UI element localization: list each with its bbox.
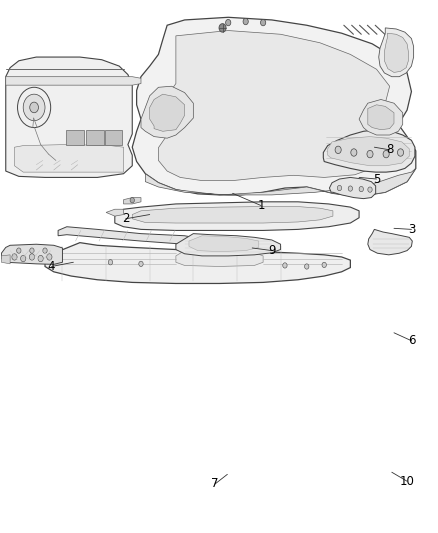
Circle shape	[130, 198, 134, 203]
Circle shape	[366, 150, 372, 158]
Text: 7: 7	[211, 478, 219, 490]
Text: 8: 8	[385, 143, 392, 156]
Circle shape	[219, 23, 226, 32]
Circle shape	[334, 146, 340, 154]
Bar	[86, 130, 104, 144]
Polygon shape	[327, 136, 408, 166]
Text: 5: 5	[372, 173, 379, 185]
Text: 10: 10	[399, 475, 413, 488]
Circle shape	[47, 254, 52, 260]
Polygon shape	[123, 198, 141, 204]
Polygon shape	[176, 233, 280, 256]
Polygon shape	[45, 243, 350, 284]
Circle shape	[282, 263, 286, 268]
Polygon shape	[14, 144, 123, 172]
Polygon shape	[149, 94, 184, 131]
Circle shape	[382, 150, 389, 158]
Circle shape	[108, 260, 113, 265]
Bar	[66, 130, 84, 144]
Polygon shape	[378, 28, 413, 77]
Circle shape	[30, 102, 39, 113]
Text: 1: 1	[257, 199, 264, 212]
Polygon shape	[1, 244, 62, 264]
Polygon shape	[6, 57, 132, 177]
Text: 2: 2	[122, 212, 129, 225]
Polygon shape	[132, 207, 332, 223]
Polygon shape	[384, 33, 407, 72]
Circle shape	[17, 248, 21, 253]
Polygon shape	[328, 177, 375, 199]
Circle shape	[43, 248, 47, 253]
Polygon shape	[176, 251, 262, 266]
Polygon shape	[115, 202, 358, 230]
Circle shape	[396, 149, 403, 156]
Polygon shape	[367, 229, 411, 255]
Circle shape	[336, 185, 341, 191]
Circle shape	[38, 255, 43, 262]
Circle shape	[350, 149, 356, 156]
Polygon shape	[132, 17, 415, 197]
Circle shape	[367, 187, 371, 192]
Text: 3: 3	[407, 223, 414, 236]
Circle shape	[21, 255, 26, 262]
Polygon shape	[1, 255, 10, 264]
Polygon shape	[158, 30, 389, 181]
Circle shape	[358, 187, 363, 192]
Polygon shape	[145, 168, 415, 197]
Text: 9: 9	[268, 244, 275, 257]
Circle shape	[260, 19, 265, 26]
Polygon shape	[141, 86, 193, 138]
Circle shape	[18, 87, 50, 127]
Circle shape	[23, 94, 45, 120]
Circle shape	[30, 248, 34, 253]
Polygon shape	[367, 105, 393, 130]
Circle shape	[29, 254, 35, 260]
Circle shape	[12, 254, 17, 260]
Text: 4: 4	[48, 260, 55, 273]
Polygon shape	[58, 227, 193, 244]
Polygon shape	[358, 100, 402, 135]
Circle shape	[138, 261, 143, 266]
Polygon shape	[322, 130, 414, 172]
Circle shape	[321, 262, 325, 268]
Circle shape	[304, 264, 308, 269]
Circle shape	[225, 19, 230, 26]
Circle shape	[347, 186, 352, 191]
Polygon shape	[6, 77, 141, 85]
Text: 6: 6	[407, 334, 414, 347]
Polygon shape	[106, 209, 123, 216]
Circle shape	[243, 18, 248, 25]
Bar	[105, 130, 121, 144]
Polygon shape	[188, 236, 258, 252]
